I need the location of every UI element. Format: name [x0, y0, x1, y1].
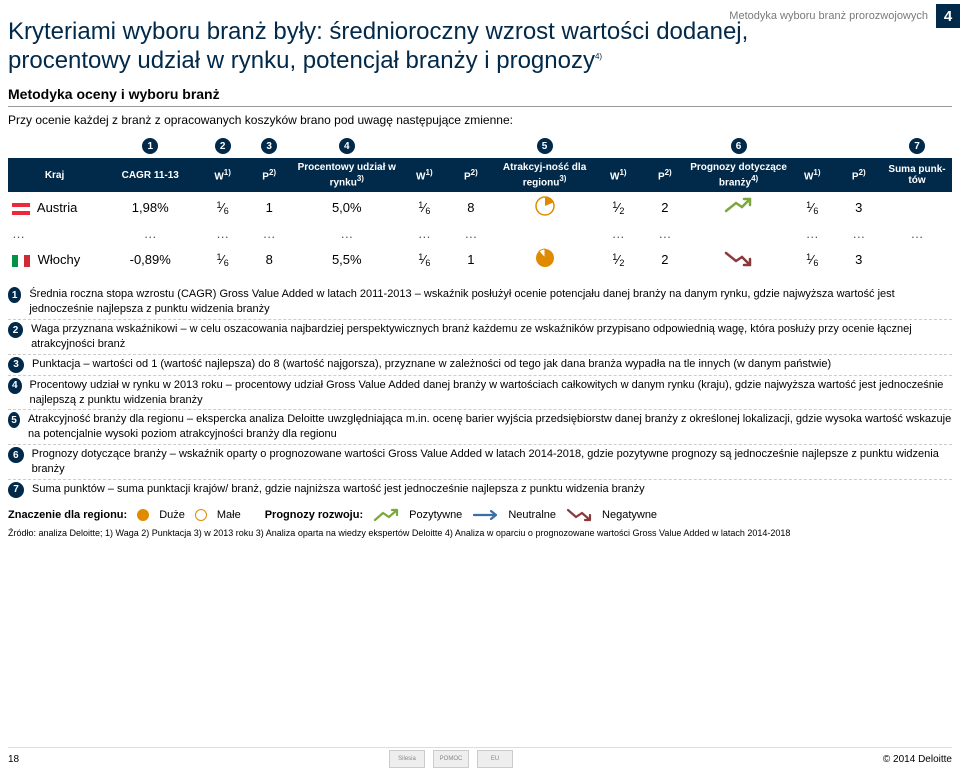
note-7: 7Suma punktów – suma punktacji krajów/ b…	[8, 480, 952, 500]
th-p1: P2)	[246, 158, 293, 192]
footer: 18 Silesia POMOC EU © 2014 Deloitte	[8, 747, 952, 768]
cell-w1: 1⁄6	[199, 192, 246, 223]
cell-cagr: -0,89%	[101, 244, 199, 275]
arrow-down-icon	[724, 249, 754, 267]
criteria-table-wrap: 1 2 3 4 5 6 7 Kraj CAGR 11-13 W1) P2) Pr…	[0, 129, 960, 276]
arrow-down-icon	[566, 508, 592, 522]
note-1: 1Średnia roczna stopa wzrostu (CAGR) Gro…	[8, 285, 952, 320]
note-3: 3Punktacja – wartości od 1 (wartość najl…	[8, 355, 952, 376]
cell-country: Włochy	[8, 244, 101, 275]
th-w2: W1)	[401, 158, 448, 192]
logo-eu-icon: EU	[477, 750, 513, 768]
cell-w1: 1⁄6	[199, 244, 246, 275]
source-line: Źródło: analiza Deloitte; 1) Waga 2) Pun…	[0, 524, 960, 542]
th-prog: Prognozy dotyczące branży4)	[688, 158, 789, 192]
col-num-4: 4	[339, 138, 355, 154]
arrow-up-icon	[373, 508, 399, 522]
col-num-5: 5	[537, 138, 553, 154]
cell-pie	[494, 192, 595, 223]
header-right: Metodyka wyboru branż prorozwojowych 4	[729, 4, 960, 28]
cell-p4: 3	[836, 244, 883, 275]
legend-small: Małe	[217, 509, 241, 521]
table-row-ellipsis: ………… ……… ……………	[8, 223, 952, 244]
cell-arrow	[688, 244, 789, 275]
th-w3: W1)	[595, 158, 642, 192]
cell-cagr: 1,98%	[101, 192, 199, 223]
cell-sum	[882, 244, 952, 275]
legend: Znaczenie dla regionu: Duże Małe Prognoz…	[0, 504, 960, 524]
cell-share: 5,0%	[292, 192, 401, 223]
copyright: © 2014 Deloitte	[883, 754, 952, 765]
notes-list: 1Średnia roczna stopa wzrostu (CAGR) Gro…	[0, 275, 960, 503]
note-6: 6Prognozy dotyczące branży – wskaźnik op…	[8, 445, 952, 480]
cell-country: Austria	[8, 192, 101, 223]
col-num-7: 7	[909, 138, 925, 154]
pie-icon	[535, 196, 555, 216]
th-w1: W1)	[199, 158, 246, 192]
pie-icon	[535, 248, 555, 268]
cell-w2: 1⁄6	[401, 244, 448, 275]
flag-italy-icon	[12, 255, 30, 267]
slide-number: 18	[8, 754, 19, 765]
logo-silesia-icon: Silesia	[389, 750, 425, 768]
col-num-3: 3	[261, 138, 277, 154]
page-number-badge: 4	[936, 4, 960, 28]
cell-p2: 8	[448, 192, 495, 223]
th-cagr: CAGR 11-13	[101, 158, 199, 192]
cell-p2: 1	[448, 244, 495, 275]
title-text: Kryteriami wyboru branż były: średnioroc…	[8, 18, 748, 74]
table-header-row: Kraj CAGR 11-13 W1) P2) Procentowy udzia…	[8, 158, 952, 192]
breadcrumb: Metodyka wyboru branż prorozwojowych	[729, 10, 928, 22]
cell-share: 5,5%	[292, 244, 401, 275]
th-share: Procentowy udział w rynku3)	[292, 158, 401, 192]
legend-neu: Neutralne	[508, 509, 556, 521]
table-header-numbers: 1 2 3 4 5 6 7	[8, 133, 952, 159]
logo-pomoc-icon: POMOC	[433, 750, 469, 768]
legend-prog-label: Prognozy rozwoju:	[265, 509, 363, 521]
cell-w3: 1⁄2	[595, 192, 642, 223]
cell-arrow	[688, 192, 789, 223]
th-w4: W1)	[789, 158, 836, 192]
col-num-2: 2	[215, 138, 231, 154]
arrow-flat-icon	[472, 508, 498, 522]
note-2: 2Waga przyznana wskaźnikowi – w celu osz…	[8, 320, 952, 355]
cell-w2: 1⁄6	[401, 192, 448, 223]
legend-large-icon	[137, 509, 149, 521]
legend-small-icon	[195, 509, 207, 521]
section-subtitle: Metodyka oceny i wyboru branż	[0, 78, 960, 106]
criteria-table: 1 2 3 4 5 6 7 Kraj CAGR 11-13 W1) P2) Pr…	[8, 133, 952, 276]
th-attr: Atrakcyj-ność dla regionu3)	[494, 158, 595, 192]
cell-p3: 2	[642, 192, 689, 223]
th-p4: P2)	[836, 158, 883, 192]
title-footnote: 4)	[595, 52, 602, 61]
cell-pie	[494, 244, 595, 275]
table-row-austria: Austria 1,98% 1⁄6 1 5,0% 1⁄6 8 1⁄2 2 1⁄6…	[8, 192, 952, 223]
th-sum: Suma punk-tów	[882, 158, 952, 192]
th-kraj: Kraj	[8, 158, 101, 192]
legend-large: Duże	[159, 509, 185, 521]
cell-w3: 1⁄2	[595, 244, 642, 275]
arrow-up-icon	[724, 197, 754, 215]
legend-neg: Negatywne	[602, 509, 657, 521]
cell-p3: 2	[642, 244, 689, 275]
intro-text: Przy ocenie każdej z branż z opracowanyc…	[0, 107, 960, 129]
legend-region-label: Znaczenie dla regionu:	[8, 509, 127, 521]
note-4: 4Procentowy udział w rynku w 2013 roku –…	[8, 376, 952, 411]
flag-austria-icon	[12, 203, 30, 215]
cell-w4: 1⁄6	[789, 192, 836, 223]
th-p2: P2)	[448, 158, 495, 192]
cell-sum	[882, 192, 952, 223]
footer-logos: Silesia POMOC EU	[389, 750, 513, 768]
page-title: Kryteriami wyboru branż były: średnioroc…	[0, 0, 830, 78]
note-5: 5Atrakcyjność branży dla regionu – ekspe…	[8, 410, 952, 445]
cell-p1: 1	[246, 192, 293, 223]
cell-p4: 3	[836, 192, 883, 223]
legend-pos: Pozytywne	[409, 509, 462, 521]
col-num-1: 1	[142, 138, 158, 154]
table-row-wlochy: Włochy -0,89% 1⁄6 8 5,5% 1⁄6 1 1⁄2 2 1⁄6…	[8, 244, 952, 275]
th-p3: P2)	[642, 158, 689, 192]
col-num-6: 6	[731, 138, 747, 154]
cell-p1: 8	[246, 244, 293, 275]
cell-w4: 1⁄6	[789, 244, 836, 275]
